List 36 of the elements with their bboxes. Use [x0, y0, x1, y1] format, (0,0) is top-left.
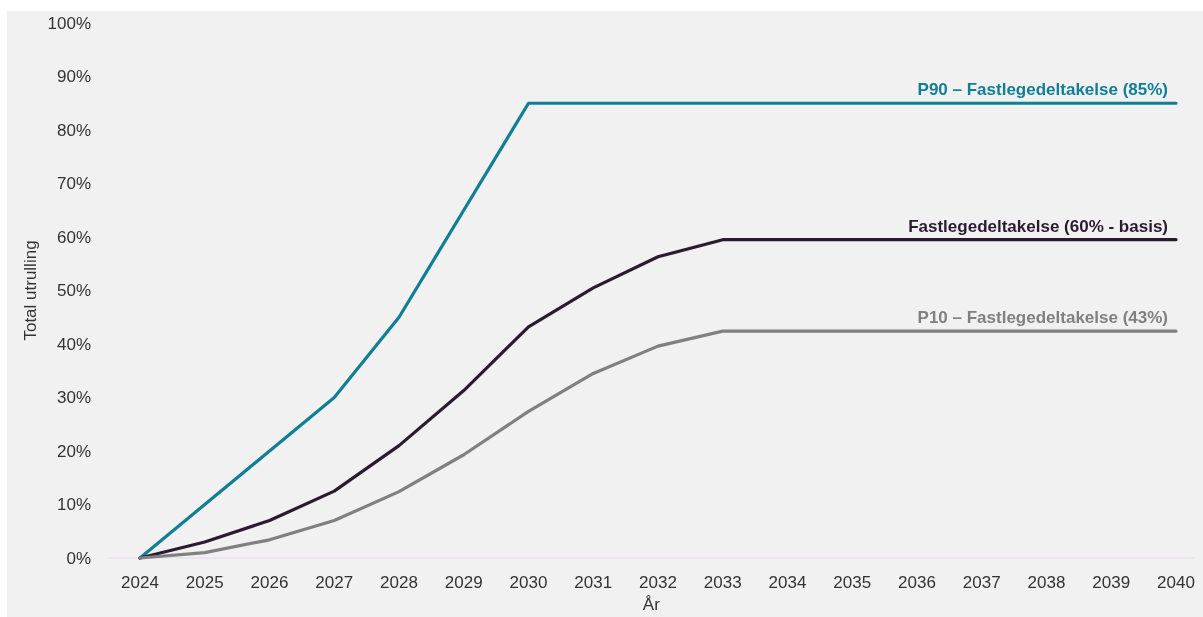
x-tick-label: 2029: [444, 573, 483, 592]
line-series: [138, 101, 1178, 560]
y-tick-label: 90%: [56, 67, 91, 87]
y-tick-label: 0%: [66, 548, 91, 568]
x-tick-label: 2039: [1092, 573, 1131, 592]
x-tick-label: 2025: [185, 573, 224, 592]
x-tick-label: 2034: [768, 573, 807, 592]
x-tick-label: 2037: [962, 573, 1001, 592]
x-tick-label: 2028: [380, 573, 418, 592]
x-tick-label: 2032: [639, 573, 677, 592]
y-tick-label: 80%: [56, 120, 91, 140]
x-tick-label: 2031: [574, 573, 613, 592]
series-label: Fastlegedeltakelse (60% - basis): [908, 216, 1168, 236]
x-tick-label: 2038: [1027, 573, 1066, 592]
y-tick-label: 10%: [56, 495, 91, 515]
x-tick-label: 2024: [121, 573, 159, 592]
line-series: [138, 238, 1178, 560]
x-tick-label: 2035: [833, 573, 872, 592]
series-label: P10 – Fastlegedeltakelse (43%): [917, 308, 1168, 328]
y-tick-label: 40%: [56, 334, 91, 354]
x-tick-label: 2036: [898, 573, 936, 592]
series-label: P90 – Fastlegedeltakelse (85%): [917, 80, 1168, 100]
y-tick-label: 60%: [56, 227, 91, 247]
x-tick-label: 2030: [509, 573, 548, 592]
y-tick-label: 30%: [56, 388, 91, 408]
y-tick-label: 20%: [56, 441, 91, 461]
y-tick-label: 50%: [56, 281, 91, 301]
x-tick-label: 2033: [703, 573, 742, 592]
y-tick-label: 100%: [47, 13, 91, 33]
x-tick-label: 2040: [1157, 573, 1195, 592]
y-tick-label: 70%: [56, 174, 91, 194]
y-axis-title: Total utrulling: [21, 240, 40, 341]
x-tick-label: 2027: [315, 573, 354, 592]
x-tick-label: 2026: [250, 573, 289, 592]
line-series: [138, 329, 1178, 560]
x-axis-title: År: [642, 595, 661, 614]
